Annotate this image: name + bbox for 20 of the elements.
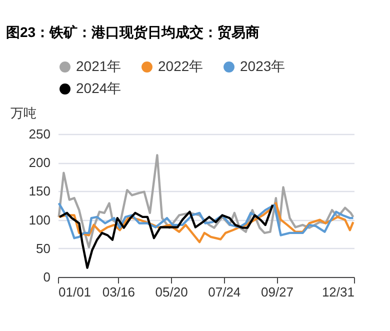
line-series [58,204,274,269]
y-tick-label: 50 [36,240,50,256]
x-tick-label: 07/24 [208,284,241,300]
chart-title: 图23：铁矿：港口现货日均成交：贸易商 [6,24,260,40]
legend-label: 2022年 [158,58,204,74]
y-tick-label: 200 [28,155,50,170]
x-tick-label: 12/31 [322,284,354,300]
y-tick-label: 100 [28,212,50,228]
legend-label: 2021年 [76,58,122,74]
y-axis-title: 万吨 [10,106,36,120]
y-tick-label: 150 [28,184,50,199]
y-tick-label: 250 [28,126,50,142]
x-tick-label: 03/16 [102,284,135,300]
line-series [58,154,354,248]
legend-label: 2024年 [76,80,122,96]
y-tick-label: 0 [43,270,50,284]
x-tick-label: 09/27 [260,284,294,300]
x-tick-label: 01/01 [58,284,92,300]
x-tick-label: 05/20 [155,284,188,300]
legend-label: 2023年 [240,58,286,74]
